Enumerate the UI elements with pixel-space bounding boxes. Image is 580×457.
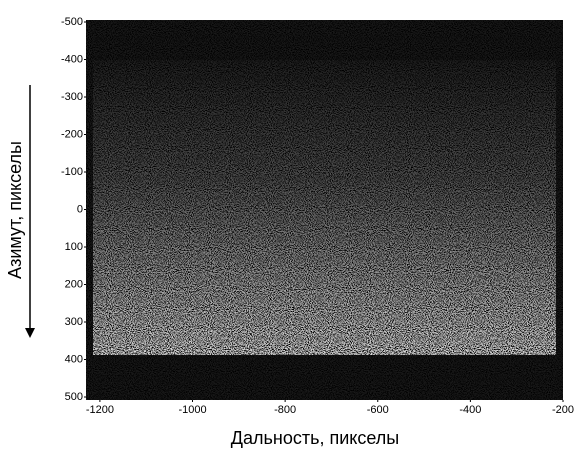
x-tick-label: -400 [459, 404, 481, 416]
y-tick-label: 100 [65, 241, 83, 253]
chart: Дальность, пикселы Азимут, пикселы -500 -… [0, 0, 580, 452]
x-tick-label: -1200 [86, 404, 114, 416]
y-tick-label: 0 [77, 203, 83, 215]
y-tick-label: -500 [61, 16, 83, 28]
y-tick-label: -200 [61, 128, 83, 140]
x-tick-label: -200 [552, 404, 574, 416]
y-tick-label: 500 [65, 391, 83, 403]
y-tick-label: -100 [61, 166, 83, 178]
y-tick-label: -400 [61, 53, 83, 65]
y-arrow-head [25, 328, 35, 338]
x-tick-label: -1000 [178, 404, 206, 416]
y-tick-label: 300 [65, 316, 83, 328]
radar-image [86, 20, 563, 400]
y-tick-label: -300 [61, 91, 83, 103]
y-tick-label: 200 [65, 278, 83, 290]
x-tick-label: -600 [367, 404, 389, 416]
y-tick-label: 400 [65, 353, 83, 365]
x-tick-label: -800 [274, 404, 296, 416]
x-axis-label: Дальность, пикселы [231, 428, 399, 448]
y-axis-label: Азимут, пикселы [5, 141, 25, 279]
